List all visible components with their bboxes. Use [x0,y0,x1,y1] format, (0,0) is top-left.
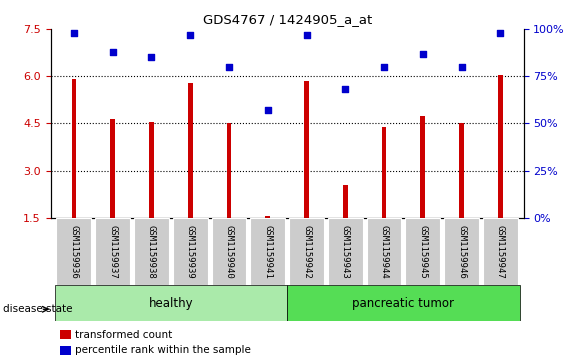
Point [225,64,234,70]
Point [302,32,311,38]
Point [341,86,350,92]
Bar [483,218,518,285]
Bar [110,119,115,218]
Bar [60,346,70,355]
Bar [95,218,130,285]
Bar [304,81,309,218]
Point [69,30,78,36]
Bar [212,218,247,285]
Bar [188,82,193,218]
Text: GSM1159937: GSM1159937 [108,224,117,278]
Bar [55,285,287,321]
Text: GSM1159941: GSM1159941 [263,224,272,278]
Text: healthy: healthy [149,297,193,310]
Bar [421,115,425,218]
Text: GSM1159940: GSM1159940 [225,224,234,278]
Bar [328,218,363,285]
Point [457,64,466,70]
Bar [72,79,76,218]
Text: percentile rank within the sample: percentile rank within the sample [75,346,251,355]
Bar [56,218,91,285]
Bar [367,218,401,285]
Bar [382,127,386,218]
Bar [289,218,324,285]
Bar [134,218,169,285]
Bar [251,218,285,285]
Text: disease state: disease state [3,304,72,314]
Bar [343,185,347,218]
Bar [444,218,479,285]
Point [186,32,195,38]
Text: GSM1159938: GSM1159938 [147,224,156,278]
Bar [498,75,503,218]
Point [496,30,505,36]
Text: GSM1159942: GSM1159942 [302,224,311,278]
Bar [149,122,154,218]
Text: GSM1159944: GSM1159944 [379,224,388,278]
Text: GSM1159936: GSM1159936 [69,224,78,278]
Text: GSM1159945: GSM1159945 [418,224,427,278]
Bar [287,285,520,321]
Text: GSM1159946: GSM1159946 [457,224,466,278]
Bar [60,330,70,339]
Point [418,51,427,57]
Text: transformed count: transformed count [75,330,172,339]
Bar [459,123,464,218]
Text: pancreatic tumor: pancreatic tumor [352,297,454,310]
Point [263,107,272,113]
Text: GSM1159939: GSM1159939 [186,224,195,278]
Bar [265,216,270,218]
Bar [405,218,440,285]
Title: GDS4767 / 1424905_a_at: GDS4767 / 1424905_a_at [203,13,372,26]
Point [147,54,156,60]
Point [379,64,388,70]
Bar [227,123,231,218]
Bar [173,218,208,285]
Text: GSM1159943: GSM1159943 [341,224,350,278]
Point [108,49,117,54]
Text: GSM1159947: GSM1159947 [496,224,505,278]
